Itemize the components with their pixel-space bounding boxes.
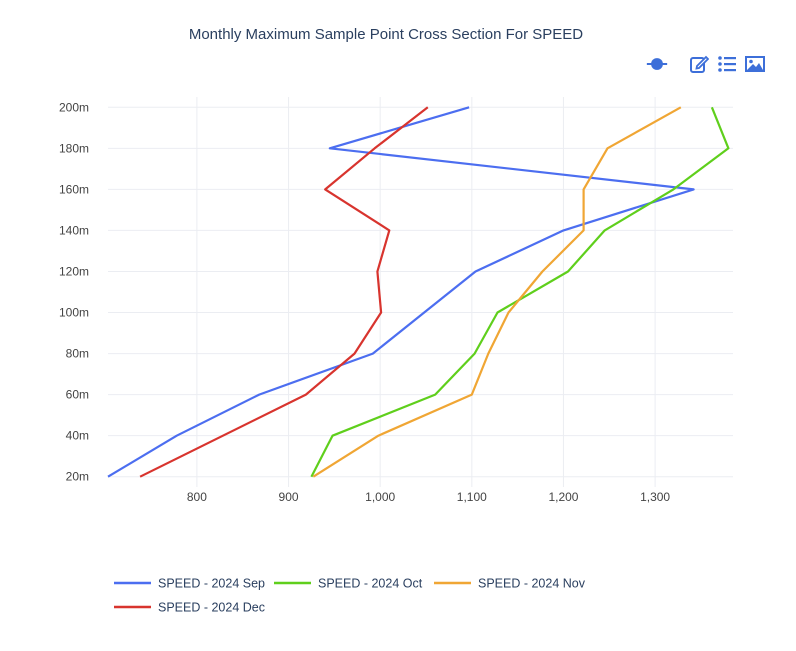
y-tick-label: 100m (59, 306, 89, 320)
x-tick-label: 900 (279, 490, 299, 504)
y-tick-label: 60m (66, 388, 89, 402)
edit-icon[interactable] (688, 53, 710, 75)
x-tick-label: 1,100 (457, 490, 487, 504)
legend-label: SPEED - 2024 Nov (478, 577, 586, 591)
y-tick-label: 180m (59, 141, 89, 155)
axes: 800 900 1,000 1,100 1,200 1,300 20m 40m 60m 80m 10… (59, 100, 670, 504)
legend-item[interactable]: SPEED - 2024 Dec (114, 601, 265, 615)
legend-item[interactable]: SPEED - 2024 Sep (114, 577, 265, 591)
series-line (312, 106, 682, 478)
x-tick-label: 1,300 (640, 490, 670, 504)
series-line (107, 106, 695, 478)
series-line (139, 106, 429, 478)
chart-toolbar (646, 52, 766, 76)
y-tick-label: 160m (59, 182, 89, 196)
y-tick-label: 20m (66, 470, 89, 484)
legend-label: SPEED - 2024 Sep (158, 577, 265, 591)
legend-item[interactable]: SPEED - 2024 Nov (434, 577, 586, 591)
slider-dot-icon[interactable] (646, 53, 668, 75)
series-line (310, 106, 730, 478)
legend-item[interactable]: SPEED - 2024 Oct (274, 577, 423, 591)
series-lines (107, 106, 730, 478)
x-tick-label: 1,000 (365, 490, 395, 504)
list-icon[interactable] (716, 53, 738, 75)
y-tick-label: 80m (66, 347, 89, 361)
y-tick-label: 140m (59, 223, 89, 237)
grid (108, 97, 733, 487)
legend-label: SPEED - 2024 Dec (158, 601, 265, 615)
y-tick-label: 120m (59, 264, 89, 278)
y-tick-label: 40m (66, 429, 89, 443)
x-tick-label: 1,200 (548, 490, 578, 504)
x-tick-label: 800 (187, 490, 207, 504)
legend-label: SPEED - 2024 Oct (318, 577, 423, 591)
chart-title: Monthly Maximum Sample Point Cross Secti… (188, 26, 584, 43)
legend: SPEED - 2024 Sep SPEED - 2024 Oct SPEED - … (114, 577, 586, 615)
y-tick-label: 200m (59, 100, 89, 114)
image-icon[interactable] (744, 53, 766, 75)
